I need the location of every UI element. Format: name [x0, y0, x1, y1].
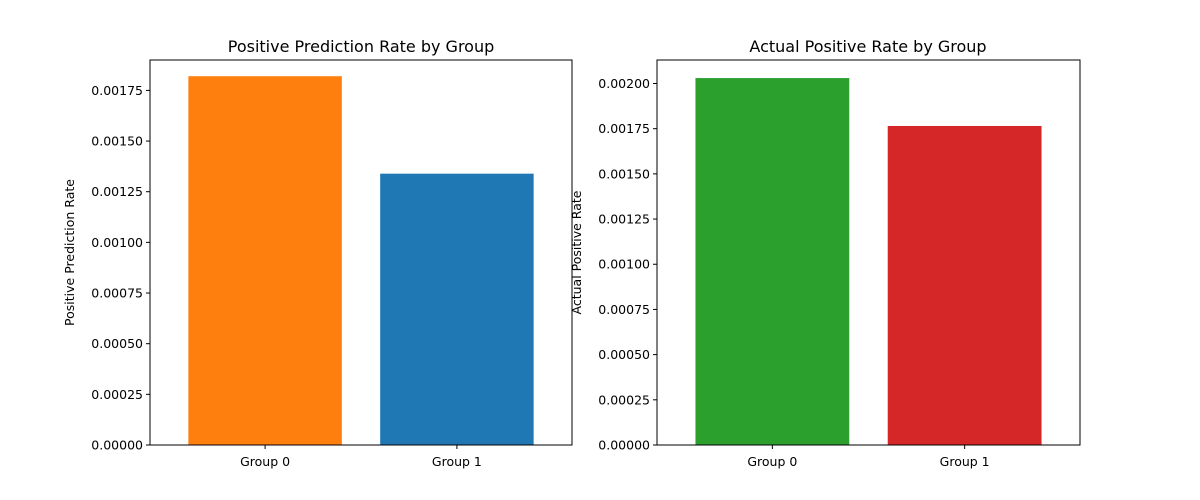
y-tick-label: 0.00075 — [91, 286, 143, 301]
y-tick-label: 0.00025 — [598, 392, 650, 407]
x-tick-label: Group 0 — [240, 454, 290, 469]
y-tick-label: 0.00050 — [91, 336, 143, 351]
y-tick-label: 0.00175 — [598, 121, 650, 136]
y-axis-label: Actual Positive Rate — [569, 190, 584, 314]
plot-frame — [656, 59, 1081, 446]
plot-frame — [149, 59, 573, 446]
x-tick-label: Group 1 — [940, 454, 990, 469]
y-tick-label: 0.00000 — [598, 438, 650, 453]
y-tick-label: 0.00075 — [598, 302, 650, 317]
bar-group-0 — [188, 76, 342, 446]
y-tick-label: 0.00125 — [598, 212, 650, 227]
y-tick-label: 0.00050 — [598, 347, 650, 362]
y-tick-label: 0.00150 — [91, 134, 143, 149]
bar-group-0 — [695, 78, 850, 445]
y-tick-label: 0.00025 — [91, 387, 143, 402]
y-tick-label: 0.00125 — [91, 184, 143, 199]
chart-marks: 0.00000 0.00025 0.00050 0.00075 0.00100 0.001… — [598, 76, 1042, 469]
y-tick-label: 0.00100 — [91, 235, 143, 250]
y-axis-label: Positive Prediction Rate — [62, 179, 77, 326]
x-tick-label: Group 1 — [432, 454, 482, 469]
bar-group-1 — [380, 173, 534, 445]
y-tick-label: 0.00100 — [598, 257, 650, 272]
chart-panel-positive-prediction-rate: Positive Prediction Rate by Group Positi… — [62, 37, 573, 469]
bar-group-1 — [887, 125, 1042, 445]
y-tick-label: 0.00000 — [91, 438, 143, 453]
y-tick-label: 0.00150 — [598, 166, 650, 181]
y-tick-label: 0.00175 — [91, 83, 143, 98]
chart-marks: 0.00000 0.00025 0.00050 0.00075 0.00100 0.001… — [91, 76, 534, 469]
chart-panel-actual-positive-rate: Actual Positive Rate by Group Actual Pos… — [569, 37, 1081, 469]
chart-title: Positive Prediction Rate by Group — [228, 37, 495, 56]
x-tick-label: Group 0 — [747, 454, 797, 469]
chart-title: Actual Positive Rate by Group — [749, 37, 986, 56]
y-tick-label: 0.00200 — [598, 76, 650, 91]
